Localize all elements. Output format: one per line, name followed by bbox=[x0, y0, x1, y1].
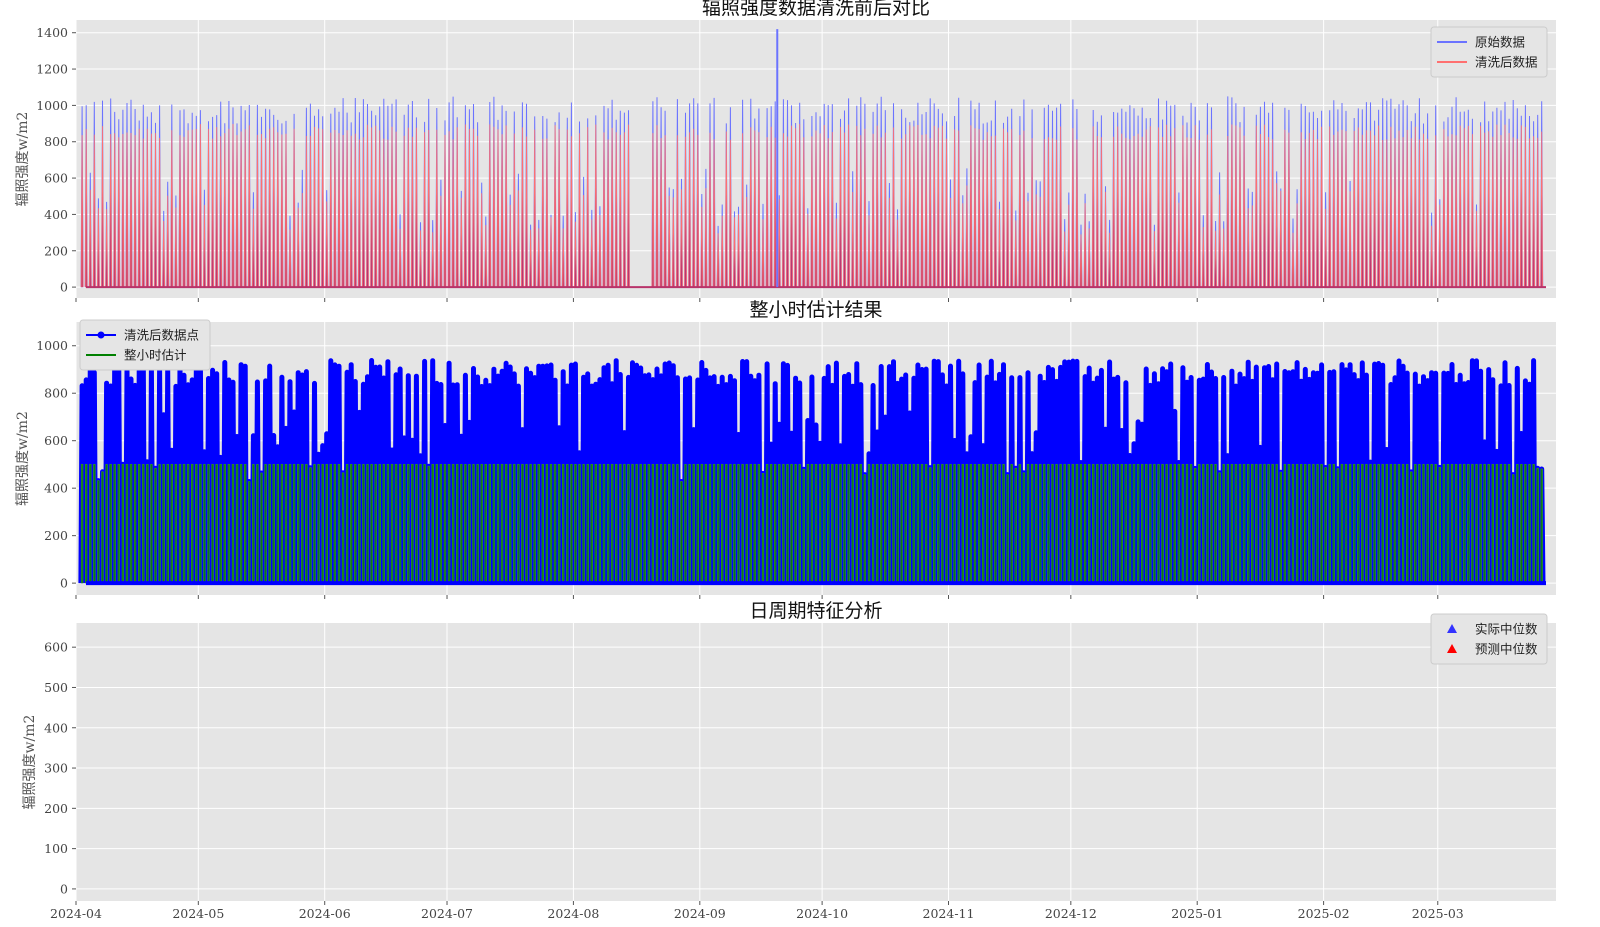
y-axis-label: 辐照强度w/m2 bbox=[15, 411, 31, 506]
y-tick-label: 1000 bbox=[36, 338, 68, 353]
y-tick-label: 800 bbox=[44, 134, 68, 149]
chart-title: 辐照强度数据清洗前后对比 bbox=[702, 0, 930, 19]
chart-title: 整小时估计结果 bbox=[749, 299, 882, 321]
y-axis-label: 辐照强度w/m2 bbox=[22, 715, 38, 810]
y-tick-label: 1200 bbox=[36, 62, 68, 77]
series-hourly-estimate bbox=[80, 464, 1543, 584]
legend-box bbox=[1430, 613, 1548, 665]
y-tick-label: 500 bbox=[44, 680, 68, 695]
y-tick-label: 200 bbox=[44, 528, 68, 543]
y-tick-label: 600 bbox=[44, 171, 68, 186]
y-tick-label: 200 bbox=[44, 801, 68, 816]
y-axis-label: 辐照强度w/m2 bbox=[15, 112, 31, 207]
legend-marker-swatch bbox=[1447, 624, 1457, 633]
x-tick-label: 2024-09 bbox=[674, 906, 726, 921]
y-tick-label: 100 bbox=[44, 841, 68, 856]
legend-box bbox=[1430, 26, 1548, 78]
x-tick-label: 2024-04 bbox=[50, 906, 102, 921]
legend-label: 整小时估计 bbox=[124, 348, 187, 363]
legend-label: 清洗后数据 bbox=[1475, 55, 1538, 70]
x-tick-label: 2025-02 bbox=[1298, 906, 1350, 921]
y-tick-label: 300 bbox=[44, 761, 68, 776]
y-tick-label: 400 bbox=[44, 720, 68, 735]
legend-label: 实际中位数 bbox=[1475, 622, 1538, 637]
y-tick-label: 600 bbox=[44, 433, 68, 448]
y-tick-label: 0 bbox=[60, 280, 68, 295]
plot-background bbox=[76, 623, 1556, 901]
x-tick-label: 2024-07 bbox=[421, 906, 473, 921]
data-area bbox=[80, 29, 1546, 289]
legend-label: 清洗后数据点 bbox=[124, 328, 199, 343]
y-tick-label: 0 bbox=[60, 881, 68, 896]
x-tick-label: 2024-05 bbox=[172, 906, 224, 921]
y-tick-label: 1000 bbox=[36, 98, 68, 113]
x-tick-label: 2025-03 bbox=[1412, 906, 1464, 921]
x-tick-label: 2024-12 bbox=[1045, 906, 1097, 921]
legend-marker-swatch bbox=[97, 331, 105, 339]
x-tick-label: 2024-06 bbox=[299, 906, 351, 921]
y-tick-label: 200 bbox=[44, 243, 68, 258]
x-tick-label: 2024-08 bbox=[547, 906, 599, 921]
chart-title: 日周期特征分析 bbox=[749, 600, 882, 622]
data-area bbox=[78, 358, 1546, 586]
y-tick-label: 400 bbox=[44, 207, 68, 222]
y-tick-label: 800 bbox=[44, 386, 68, 401]
y-tick-label: 600 bbox=[44, 640, 68, 655]
y-tick-label: 400 bbox=[44, 481, 68, 496]
x-tick-label: 2024-11 bbox=[923, 906, 975, 921]
series-line-clean bbox=[80, 123, 1544, 288]
x-tick-label: 2025-01 bbox=[1171, 906, 1223, 921]
legend-label: 预测中位数 bbox=[1475, 642, 1538, 657]
y-tick-label: 0 bbox=[60, 576, 68, 591]
x-tick-label: 2024-10 bbox=[796, 906, 848, 921]
legend-label: 原始数据 bbox=[1475, 35, 1525, 50]
legend-marker-swatch bbox=[1447, 644, 1457, 653]
y-tick-label: 1400 bbox=[36, 25, 68, 40]
legend-box bbox=[79, 319, 211, 371]
